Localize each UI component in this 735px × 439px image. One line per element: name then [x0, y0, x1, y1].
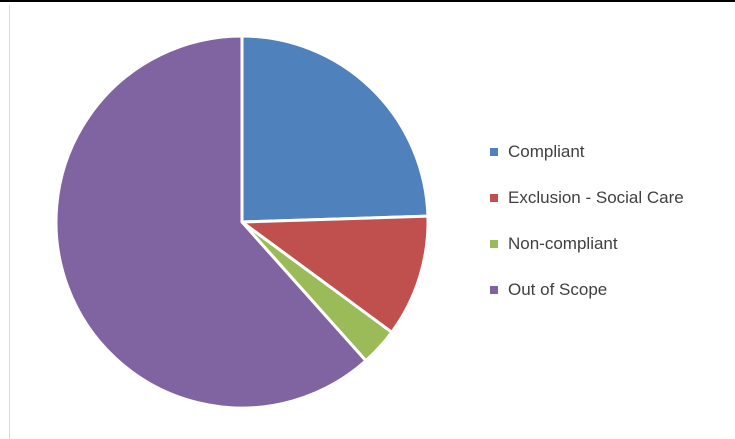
legend-item-exclusion-social-care: Exclusion - Social Care — [490, 186, 684, 209]
legend-label-compliant: Compliant — [508, 141, 585, 161]
legend-swatch-non-compliant — [490, 239, 498, 248]
pie-slice-exclusion-social-care — [240, 214, 430, 334]
legend-item-out-of-scope: Out of Scope — [490, 278, 684, 301]
chart-legend: Compliant Exclusion - Social Care Non-co… — [490, 140, 684, 324]
legend-item-non-compliant: Non-compliant — [490, 232, 684, 255]
legend-label-out-of-scope: Out of Scope — [508, 279, 608, 299]
pie-slice-out-of-scope — [54, 34, 368, 410]
legend-swatch-compliant — [490, 147, 498, 156]
legend-swatch-exclusion-social-care — [490, 193, 498, 202]
legend-label-non-compliant: Non-compliant — [508, 233, 618, 253]
legend-item-compliant: Compliant — [490, 140, 684, 163]
legend-swatch-out-of-scope — [490, 285, 498, 294]
legend-label-exclusion-social-care: Exclusion - Social Care — [508, 187, 684, 207]
chart-frame — [9, 5, 735, 439]
top-rule — [0, 0, 735, 2]
pie-slice-compliant — [240, 34, 430, 224]
